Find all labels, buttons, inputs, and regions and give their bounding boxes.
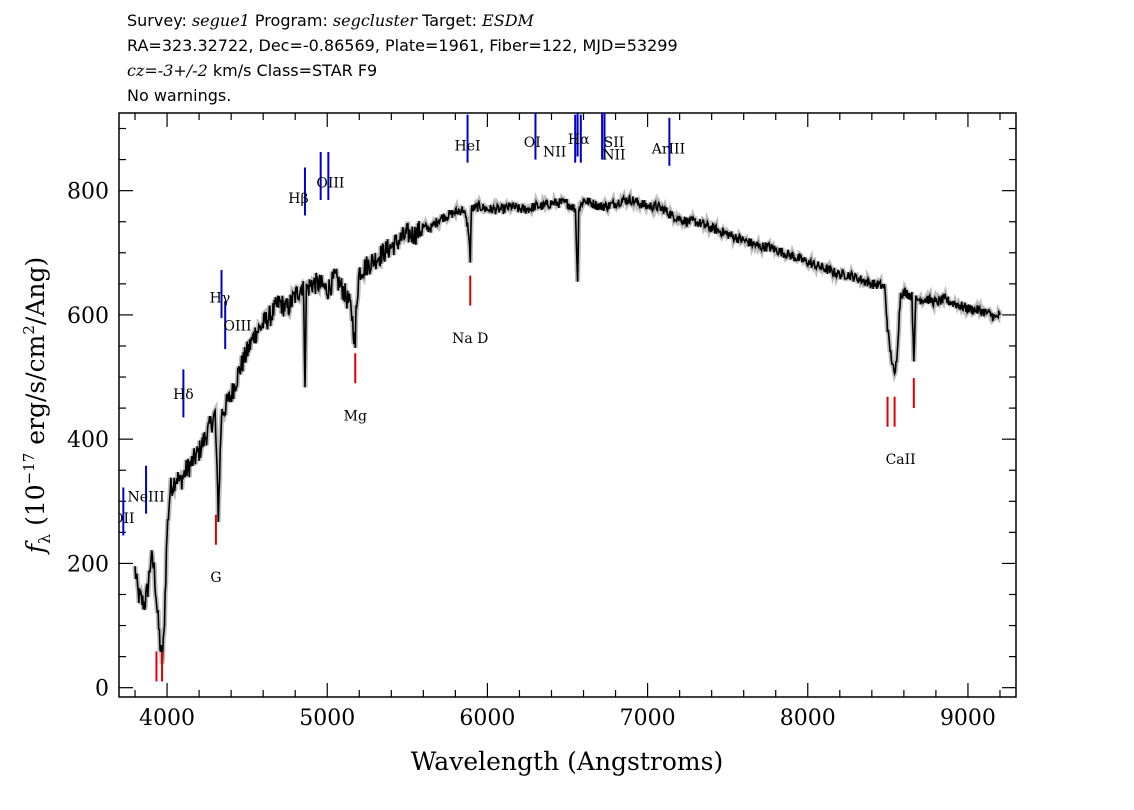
spectrum-series	[132, 187, 1003, 665]
line-label: NII	[543, 144, 566, 160]
x-tick-label: 7000	[620, 706, 676, 731]
line-label: NeIII	[127, 489, 164, 505]
redshift-value: cz=-3+/-2	[127, 61, 208, 80]
y-axis-label: fλ (10−17 erg/s/cm2/Ang)	[20, 257, 54, 556]
x-tick-label: 4000	[139, 706, 195, 731]
line-label: Hδ	[173, 387, 194, 403]
x-tick-label: 5000	[299, 706, 355, 731]
header-line-2: RA=323.32722, Dec=-0.86569, Plate=1961, …	[127, 36, 678, 55]
spectral-line-markers	[122, 113, 915, 682]
line-label: NII	[602, 148, 625, 164]
y-tick-label: 0	[95, 677, 109, 702]
line-label: Mg	[344, 409, 367, 425]
line-label: G	[210, 570, 221, 586]
y-tick-label: 200	[67, 552, 109, 577]
line-label: ArIII	[651, 141, 685, 157]
survey-name: segue1	[191, 11, 250, 30]
y-tick-label: 600	[67, 304, 109, 329]
axis-ticks: 4000 5000 6000 7000 8000 9000 0 200 400 600 800	[67, 113, 1016, 731]
line-label: OI	[524, 135, 541, 151]
target-name: ESDM	[482, 11, 534, 30]
program-name: segcluster	[332, 11, 417, 30]
line-label: OIII	[223, 318, 251, 334]
spectrum-line	[134, 193, 1001, 665]
line-label: OIII	[316, 176, 344, 192]
line-label: OII	[112, 511, 135, 527]
line-label: Na D	[452, 331, 488, 347]
line-label: Hβ	[288, 191, 308, 207]
x-tick-label: 9000	[940, 706, 996, 731]
x-tick-label: 8000	[780, 706, 836, 731]
line-label: SII	[604, 135, 625, 151]
line-label: CaII	[886, 452, 916, 468]
line-label: HeI	[455, 138, 481, 154]
header-line-4: No warnings.	[127, 86, 232, 105]
header-line-1: Survey: segue1 Program: segcluster Targe…	[127, 11, 534, 30]
header-line-3: cz=-3+/-2 km/s Class=STAR F9	[127, 61, 378, 80]
y-tick-label: 800	[67, 180, 109, 205]
plot-frame	[118, 112, 1017, 698]
line-label: Hγ	[210, 290, 231, 306]
spectrum-error-band	[132, 187, 1003, 665]
line-label: Hα	[568, 132, 590, 148]
x-tick-label: 6000	[459, 706, 515, 731]
x-axis-label: Wavelength (Angstroms)	[411, 747, 723, 776]
y-tick-label: 400	[67, 428, 109, 453]
